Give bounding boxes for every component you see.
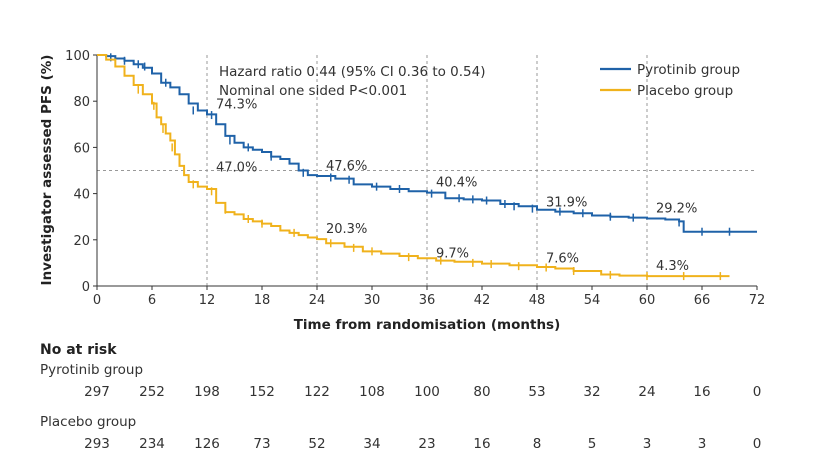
risk-value-pyrotinib: 108: [359, 384, 385, 400]
risk-row-label-placebo: Placebo group: [40, 414, 136, 430]
x-tick-label: 72: [749, 293, 766, 308]
risk-value-pyrotinib: 122: [304, 384, 330, 400]
risk-value-placebo: 293: [84, 436, 110, 452]
y-tick-label: 40: [73, 188, 90, 203]
percent-label-placebo: 20.3%: [326, 222, 367, 237]
x-tick-label: 12: [199, 293, 216, 308]
percent-label-pyrotinib: 74.3%: [216, 97, 257, 112]
y-tick-label: 80: [73, 95, 90, 110]
risk-value-placebo: 3: [643, 436, 652, 452]
y-tick-label: 0: [82, 280, 90, 295]
x-tick-label: 60: [639, 293, 656, 308]
x-tick-label: 66: [694, 293, 711, 308]
risk-value-pyrotinib: 198: [194, 384, 220, 400]
legend-label-placebo: Placebo group: [637, 83, 733, 99]
percent-labels: 74.3% 47.6% 40.4% 31.9% 29.2% 47.0% 20.3% 9.7% 7…: [216, 97, 697, 274]
p-value-annotation: Nominal one sided P<0.001: [219, 83, 407, 99]
risk-value-placebo: 73: [253, 436, 270, 452]
risk-value-placebo: 3: [698, 436, 707, 452]
x-tick-label: 24: [309, 293, 326, 308]
reference-lines: [97, 55, 757, 286]
x-tick-label: 36: [419, 293, 436, 308]
percent-label-pyrotinib: 31.9%: [546, 195, 587, 210]
risk-value-pyrotinib: 80: [473, 384, 490, 400]
km-curve-pyrotinib: [97, 54, 757, 233]
x-tick-label: 54: [584, 293, 601, 308]
km-curve-placebo: [97, 54, 730, 278]
risk-value-placebo: 5: [588, 436, 597, 452]
y-tick-label: 60: [73, 141, 90, 156]
risk-value-pyrotinib: 32: [583, 384, 600, 400]
risk-value-placebo: 52: [308, 436, 325, 452]
risk-value-placebo: 34: [363, 436, 380, 452]
risk-row-label-pyrotinib: Pyrotinib group: [40, 362, 143, 378]
risk-value-pyrotinib: 100: [414, 384, 440, 400]
x-tick-label: 48: [529, 293, 546, 308]
risk-value-pyrotinib: 152: [249, 384, 275, 400]
x-tick-label: 30: [364, 293, 381, 308]
percent-label-placebo: 47.0%: [216, 160, 257, 175]
percent-label-placebo: 7.6%: [546, 251, 579, 266]
x-axis-title: Time from randomisation (months): [294, 317, 561, 333]
risk-value-placebo: 16: [473, 436, 490, 452]
risk-value-placebo: 0: [753, 436, 762, 452]
legend-label-pyrotinib: Pyrotinib group: [637, 62, 740, 78]
risk-value-pyrotinib: 16: [693, 384, 710, 400]
risk-value-placebo: 126: [194, 436, 220, 452]
risk-table-heading: No at risk: [40, 342, 117, 358]
percent-label-placebo: 9.7%: [436, 247, 469, 262]
axes: 0 6 12 18 24 30 36 42 48 54 60 66 72 0 20 40 60 80 100: [65, 49, 765, 308]
x-tick-label: 6: [148, 293, 156, 308]
x-tick-label: 0: [93, 293, 101, 308]
percent-label-pyrotinib: 29.2%: [656, 202, 697, 217]
risk-value-placebo: 8: [533, 436, 542, 452]
risk-value-pyrotinib: 297: [84, 384, 110, 400]
hazard-ratio-annotation: Hazard ratio 0.44 (95% CI 0.36 to 0.54): [219, 64, 486, 80]
risk-value-placebo: 23: [418, 436, 435, 452]
legend: Pyrotinib group Placebo group: [600, 62, 740, 99]
y-tick-label: 100: [65, 49, 90, 64]
percent-label-pyrotinib: 47.6%: [326, 159, 367, 174]
series: [97, 53, 757, 281]
x-tick-label: 42: [474, 293, 491, 308]
percent-label-pyrotinib: 40.4%: [436, 176, 477, 191]
x-tick-label: 18: [254, 293, 271, 308]
risk-value-pyrotinib: 24: [638, 384, 655, 400]
risk-value-pyrotinib: 0: [753, 384, 762, 400]
risk-value-placebo: 234: [139, 436, 165, 452]
risk-value-pyrotinib: 53: [528, 384, 545, 400]
risk-value-pyrotinib: 252: [139, 384, 165, 400]
y-tick-label: 20: [73, 234, 90, 249]
percent-label-placebo: 4.3%: [656, 259, 689, 274]
y-axis-title: Investigator assessed PFS (%): [39, 55, 55, 286]
